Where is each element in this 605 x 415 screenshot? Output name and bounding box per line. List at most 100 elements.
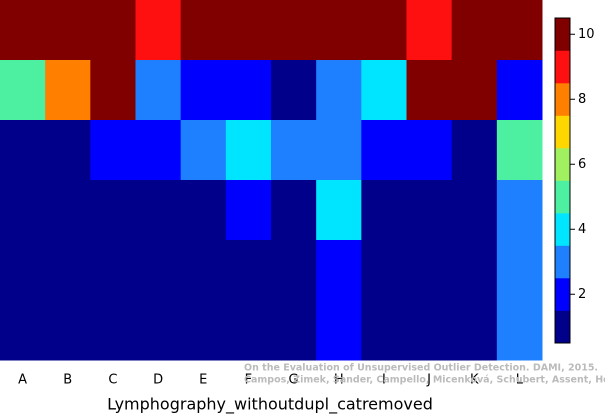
heatmap-cell [180,180,227,241]
heatmap-cell [180,120,227,181]
x-tick-label: L [516,373,524,388]
heatmap-cell [451,0,498,61]
x-axis-label: Lymphography_withoutdupl_catremoved [107,395,433,415]
heatmap-cell [225,120,272,181]
x-tick-label: A [18,373,27,388]
heatmap-cell [0,300,46,361]
heatmap-cell [0,180,46,241]
heatmap-cell [180,0,227,61]
x-tick-label: E [199,373,207,388]
heatmap-cell [406,180,453,241]
heatmap-cell [90,300,136,361]
heatmap-cell [361,60,407,121]
colorbar-tick-label: 2 [578,287,586,302]
heatmap-cell [271,120,317,181]
heatmap-cell [271,0,317,61]
x-tick-label: C [108,373,117,388]
heatmap-cell [496,180,543,241]
colorbar-tick-label: 8 [578,92,586,107]
heatmap-cell [496,0,543,61]
heatmap-cell [361,240,407,301]
heatmap-cell [90,0,136,61]
colorbar-frame [554,17,571,344]
colorbar-swatch [555,115,570,149]
heatmap-cell [135,60,182,121]
heatmap-cell [361,300,407,361]
heatmap-cell [361,120,407,181]
heatmap-cell [0,0,46,61]
heatmap-cell [316,300,362,361]
heatmap-cell [451,240,498,301]
heatmap-cell [406,120,453,181]
heatmap-cell [451,120,498,181]
heatmap-cell [496,300,543,361]
watermark: On the Evaluation of Unsupervised Outlie… [244,363,598,374]
heatmap-cell [225,0,272,61]
colorbar-tick-label: 4 [578,222,586,237]
heatmap-cell [271,240,317,301]
heatmap-cell [406,240,453,301]
heatmap-cell [496,60,543,121]
heatmap-cell [180,300,227,361]
heatmap-cell [361,0,407,61]
heatmap-cell [451,300,498,361]
heatmap-cell [406,60,453,121]
colorbar-tick-label: 6 [578,157,586,172]
colorbar-swatch [555,245,570,279]
heatmap-cell [361,180,407,241]
colorbar-tick-label: 10 [578,27,595,42]
heatmap-cell [135,0,182,61]
heatmap-cell [180,60,227,121]
heatmap-cell [271,180,317,241]
heatmap-cell [45,180,91,241]
colorbar-swatch [555,278,570,311]
heatmap-cell [0,120,46,181]
heatmap-cell [45,120,91,181]
heatmap-cell [90,240,136,301]
x-tick-label: K [470,373,479,388]
heatmap-cell [406,0,453,61]
heatmap-cell [0,60,46,121]
colorbar-swatch [555,148,570,181]
x-tick-label: I [382,373,386,388]
heatmap-cell [225,240,272,301]
colorbar-swatch [555,50,570,84]
heatmap-cell [90,180,136,241]
heatmap-cell [45,300,91,361]
heatmap-cell [90,60,136,121]
heatmap-cell [316,240,362,301]
heatmap-cell [406,300,453,361]
heatmap-cell [225,60,272,121]
heatmap-cell [45,0,91,61]
heatmap-cell [271,300,317,361]
x-tick-label: G [289,373,299,388]
heatmap-cell [90,120,136,181]
watermark: Campos, Zimek, Sander, Campello, Micenko… [244,375,605,386]
x-tick-label: H [334,373,344,388]
x-tick-label: F [245,373,252,388]
colorbar-swatch [555,213,570,246]
x-tick-label: B [63,373,72,388]
heatmap-cell [451,60,498,121]
heatmap-cell [225,180,272,241]
heatmap-cell [180,240,227,301]
heatmap-cell [316,120,362,181]
heatmap-cell [135,300,182,361]
colorbar-swatch [555,18,570,51]
colorbar-swatch [555,180,570,214]
colorbar-swatch [555,83,570,116]
heatmap-cell [451,180,498,241]
heatmap-cell [135,240,182,301]
x-tick-label: D [153,373,163,388]
heatmap-cell [135,120,182,181]
heatmap-cell [135,180,182,241]
x-tick-label: J [426,373,431,388]
heatmap-cell [316,180,362,241]
heatmap-cell [496,120,543,181]
heatmap-cell [316,60,362,121]
heatmap-cell [0,240,46,301]
colorbar-swatch [555,310,570,344]
heatmap-cell [271,60,317,121]
heatmap-cell [496,240,543,301]
